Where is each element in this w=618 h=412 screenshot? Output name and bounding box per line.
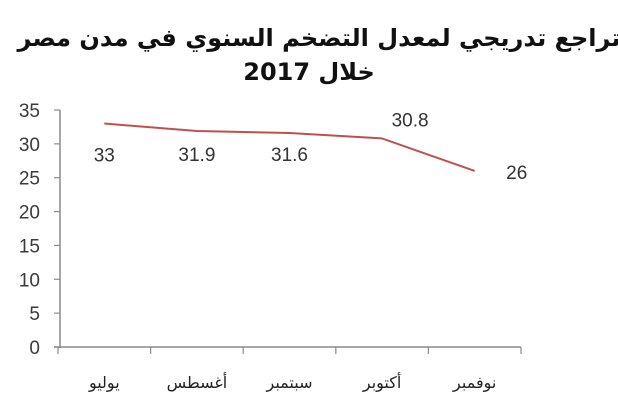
y-tick-label: 0 <box>29 338 40 359</box>
y-tick-label: 20 <box>19 203 40 224</box>
data-label: 26 <box>506 163 527 184</box>
data-label: 31.6 <box>271 145 308 166</box>
x-axis-labels: يوليو أغسطس سبتمبر أكتوبر نوفمبر <box>88 372 496 393</box>
y-tick-label: 15 <box>19 236 40 257</box>
y-tick-label: 35 <box>19 101 40 122</box>
x-category-label: أكتوبر <box>362 372 401 393</box>
x-category-label: يوليو <box>88 373 120 393</box>
data-label: 30.8 <box>392 110 429 131</box>
x-axis-ticks <box>57 347 522 354</box>
data-label: 31.9 <box>178 145 215 166</box>
y-axis-ticks: 0 5 10 15 20 25 30 35 <box>19 101 60 359</box>
chart-title-line-2: خلال 2017 <box>243 58 375 86</box>
data-labels: 33 31.9 31.6 30.8 26 <box>94 110 528 184</box>
x-category-label: سبتمبر <box>266 373 313 393</box>
y-tick-label: 10 <box>19 270 40 291</box>
y-tick-label: 5 <box>29 304 40 325</box>
inflation-series-line <box>104 122 476 172</box>
y-tick-label: 30 <box>19 135 40 156</box>
x-category-label: نوفمبر <box>452 373 496 393</box>
data-label: 33 <box>94 146 115 167</box>
x-category-label: أغسطس <box>167 372 228 393</box>
chart-title-line-1: تراجع تدريجي لمعدل التضخم السنوي في مدن … <box>17 24 618 52</box>
y-tick-label: 25 <box>19 169 40 190</box>
